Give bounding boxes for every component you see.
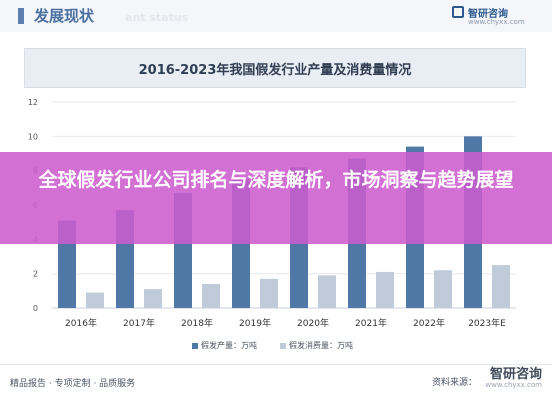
bar-consumption	[144, 289, 162, 308]
headline-text: 全球假发行业公司排名与深度解析，市场洞察与趋势展望	[38, 169, 514, 191]
headline-banner: 全球假发行业公司排名与深度解析，市场洞察与趋势展望	[0, 152, 552, 244]
brand-url: www.chyxx.com	[468, 18, 525, 26]
x-tick-label: 2021年	[355, 317, 387, 329]
footer-divider	[0, 364, 552, 365]
legend-label-consumption: 假发消费量：万吨	[289, 341, 353, 350]
bar-consumption	[318, 275, 336, 308]
bar-consumption	[434, 270, 452, 308]
legend-item-production: 假发产量：万吨	[192, 340, 257, 351]
x-tick-label: 2016年	[65, 317, 97, 329]
x-tick-label: 2018年	[181, 317, 213, 329]
x-tick-label: 2020年	[297, 317, 329, 329]
footer-slogan: 精品报告 · 专项定制 · 品质服务	[10, 379, 136, 389]
legend-swatch-production	[192, 342, 198, 349]
header-accent	[18, 8, 24, 24]
y-tick-label: 2	[33, 270, 38, 279]
legend-label-production: 假发产量：万吨	[201, 341, 257, 350]
legend-item-consumption: 假发消费量：万吨	[280, 340, 353, 351]
brand-icon	[452, 6, 464, 18]
header-bar: 发展现状 ent status 智研咨询 www.chyxx.com	[0, 0, 552, 32]
footer-brand: 智研咨询	[489, 367, 542, 382]
section-title: 发展现状	[34, 7, 95, 25]
x-tick-label: 2023年E	[468, 317, 506, 329]
section-subtitle: ent status	[125, 11, 189, 24]
bar-consumption	[202, 283, 220, 308]
bar-consumption	[86, 292, 104, 308]
y-tick-label: 12	[28, 98, 38, 107]
bar-consumption	[376, 271, 394, 308]
legend-swatch-consumption	[280, 342, 286, 349]
y-tick-label: 0	[33, 304, 38, 313]
x-tick-label: 2019年	[239, 317, 271, 329]
bar-consumption	[492, 265, 510, 308]
brand-name: 智研咨询	[468, 9, 508, 20]
bar-consumption	[260, 278, 278, 308]
x-tick-label: 2017年	[123, 317, 155, 329]
x-tick-label: 2022年	[413, 317, 445, 329]
footer-url: www.chyxx.com	[485, 381, 542, 389]
chart-title-box: 2016-2023年我国假发行业产量及消费量情况	[24, 48, 526, 88]
brand-logo: 智研咨询 www.chyxx.com	[452, 6, 532, 32]
footer-credit: 资料来源： 智研咨询 www.chyxx.com	[432, 363, 542, 393]
chart-legend: 假发产量：万吨 假发消费量：万吨	[180, 340, 380, 354]
y-tick-label: 10	[28, 132, 38, 141]
chart-title: 2016-2023年我国假发行业产量及消费量情况	[138, 63, 412, 78]
footer-source: 资料来源：	[432, 378, 478, 388]
